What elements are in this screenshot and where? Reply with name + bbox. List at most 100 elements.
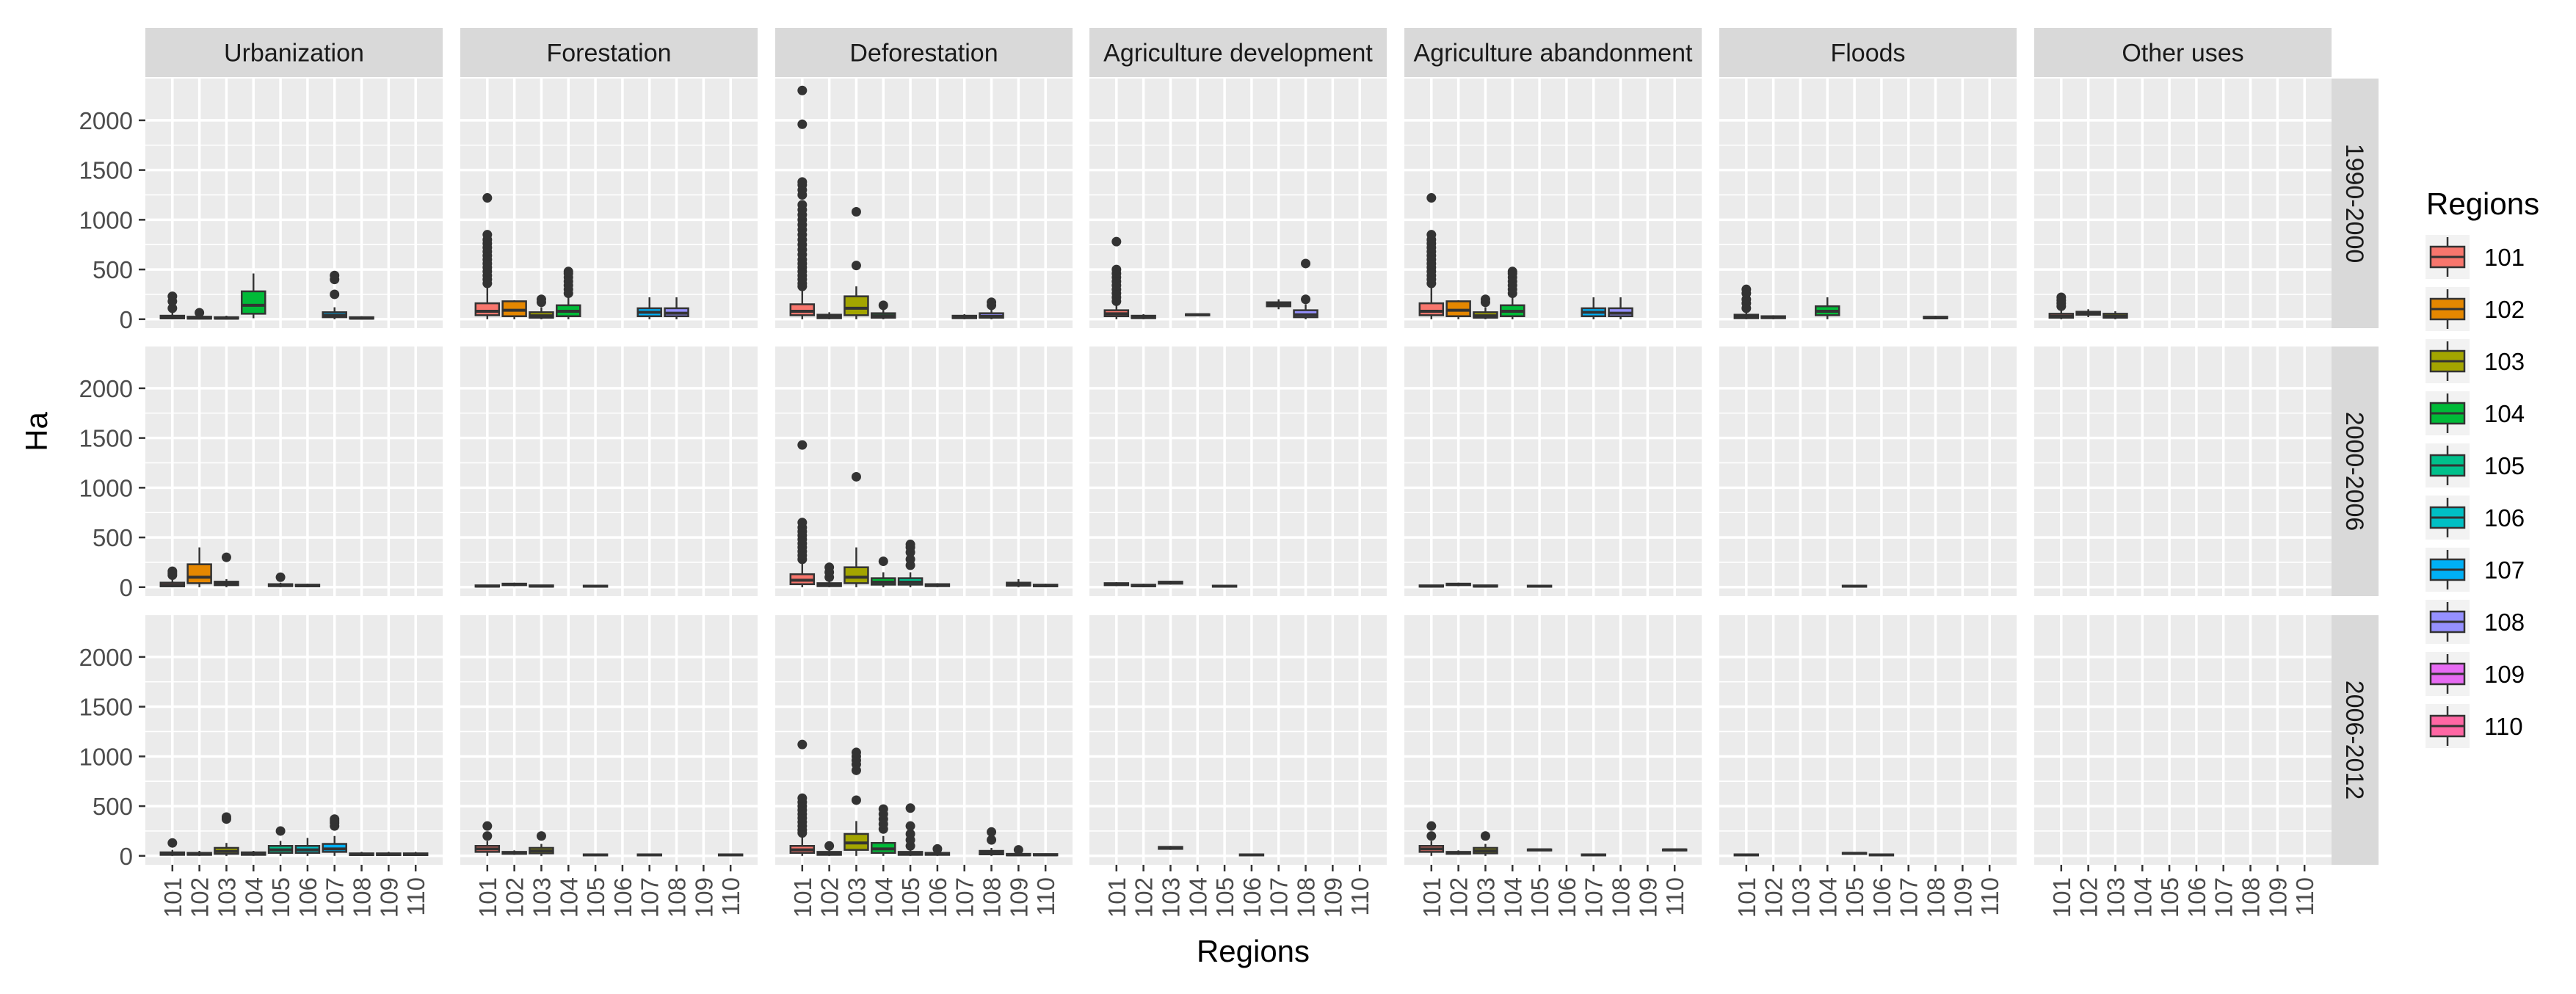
x-tick-label: 110 xyxy=(2291,877,2318,916)
facet-row-strip xyxy=(2332,79,2379,328)
facet-column-strip xyxy=(2034,28,2332,77)
x-tick-label: 107 xyxy=(1895,877,1923,918)
box-104 xyxy=(241,851,266,856)
legend-label: 101 xyxy=(2484,244,2525,271)
x-tick-label: 107 xyxy=(951,877,979,918)
y-tick-label: 1000 xyxy=(79,206,133,233)
box-102 xyxy=(1445,300,1471,319)
x-tick-label: 105 xyxy=(1841,877,1868,918)
facet-column-label: Deforestation xyxy=(849,40,998,68)
x-tick-label: 101 xyxy=(159,877,186,918)
y-axis-title: Ha xyxy=(19,412,54,451)
y-tick-label: 0 xyxy=(120,306,133,333)
x-tick-label: 107 xyxy=(1266,877,1293,918)
legend-label: 103 xyxy=(2484,348,2525,375)
x-tick-label: 106 xyxy=(1238,877,1266,918)
x-tick-label: 109 xyxy=(2264,877,2291,918)
box-104 xyxy=(241,273,266,319)
box-outlier-point xyxy=(797,200,808,210)
box-outlier-point xyxy=(987,835,997,845)
box-102 xyxy=(186,308,212,320)
box-outlier-point xyxy=(797,518,808,528)
x-tick-label: 101 xyxy=(1103,877,1131,918)
box-outlier-point xyxy=(851,261,861,271)
facet-panel xyxy=(1404,347,1702,596)
box-outlier-point xyxy=(1480,294,1490,305)
facet-row-label: 1990-2000 xyxy=(2340,144,2368,264)
box-101 xyxy=(1418,584,1445,588)
box-102 xyxy=(1760,315,1786,319)
box-outlier-point xyxy=(536,294,546,305)
box-102 xyxy=(816,312,842,319)
box-101 xyxy=(789,739,816,856)
box-104 xyxy=(871,300,896,319)
box-102 xyxy=(1131,314,1156,319)
box-107 xyxy=(1581,853,1606,857)
facet-panel xyxy=(145,347,443,596)
box-103 xyxy=(214,552,239,587)
x-tick-label: 101 xyxy=(2048,877,2075,918)
box-105 xyxy=(1211,584,1238,588)
box-108 xyxy=(979,827,1004,856)
x-tick-label: 104 xyxy=(555,877,582,918)
box-outlier-point xyxy=(797,793,808,803)
x-tick-label: 101 xyxy=(1733,877,1760,918)
box-outlier-point xyxy=(330,814,340,824)
y-tick-label: 500 xyxy=(92,793,133,820)
box-108 xyxy=(349,316,374,320)
y-tick-label: 1000 xyxy=(79,743,133,770)
facet-column-strip xyxy=(775,28,1073,77)
x-tick-label: 108 xyxy=(1923,877,1950,918)
box-107 xyxy=(636,853,662,857)
facet-column-strip xyxy=(1719,28,2017,77)
box-101 xyxy=(1733,284,1760,319)
legend-label: 108 xyxy=(2484,609,2525,636)
facet-panel xyxy=(775,615,1073,865)
box-103 xyxy=(1158,581,1183,585)
y-tick-label: 1500 xyxy=(79,425,133,452)
box-outlier-point xyxy=(851,471,861,482)
box-104 xyxy=(556,266,581,319)
box-outlier-point xyxy=(905,821,915,831)
box-106 xyxy=(1238,853,1265,857)
x-tick-label: 103 xyxy=(1787,877,1814,918)
axes: 0 500 1000 1500 2000 0 500 1000 1500 2000 0 500 1000… xyxy=(79,107,2319,918)
facet-panel xyxy=(2034,347,2332,596)
box-110 xyxy=(1661,848,1688,852)
x-tick-label: 110 xyxy=(717,877,744,916)
box-109 xyxy=(1006,845,1031,857)
box-marks xyxy=(159,85,2128,857)
box-outlier-point xyxy=(482,821,493,831)
box-outlier-point xyxy=(1426,821,1437,831)
box-106 xyxy=(924,583,951,587)
box-105 xyxy=(1526,848,1553,852)
facet-panel xyxy=(145,615,443,865)
x-tick-label: 108 xyxy=(349,877,376,918)
box-101 xyxy=(2048,292,2075,319)
box-110 xyxy=(1032,584,1059,587)
x-tick-label: 104 xyxy=(240,877,267,918)
box-110 xyxy=(402,852,429,856)
box-110 xyxy=(717,853,744,857)
facet-panel xyxy=(1404,615,1702,865)
box-102 xyxy=(1445,582,1471,587)
facet-row-strip xyxy=(2332,347,2379,596)
x-tick-label: 107 xyxy=(1581,877,1608,918)
x-tick-label: 109 xyxy=(1634,877,1661,918)
box-outlier-point xyxy=(275,572,286,582)
box-103 xyxy=(843,471,869,587)
box-103 xyxy=(214,812,239,856)
facet-row-label: 2006-2012 xyxy=(2340,681,2368,800)
x-tick-label: 105 xyxy=(1211,877,1238,918)
y-tick-label: 0 xyxy=(120,574,133,601)
box-102 xyxy=(501,300,527,319)
box-105 xyxy=(1526,584,1553,588)
box-101 xyxy=(1418,193,1445,319)
box-103 xyxy=(2102,311,2128,319)
x-tick-label: 106 xyxy=(1868,877,1895,918)
box-105 xyxy=(267,572,294,587)
box-103 xyxy=(214,316,239,320)
box-body xyxy=(789,303,816,316)
x-tick-label: 110 xyxy=(1976,877,2003,916)
x-tick-label: 110 xyxy=(402,877,429,916)
